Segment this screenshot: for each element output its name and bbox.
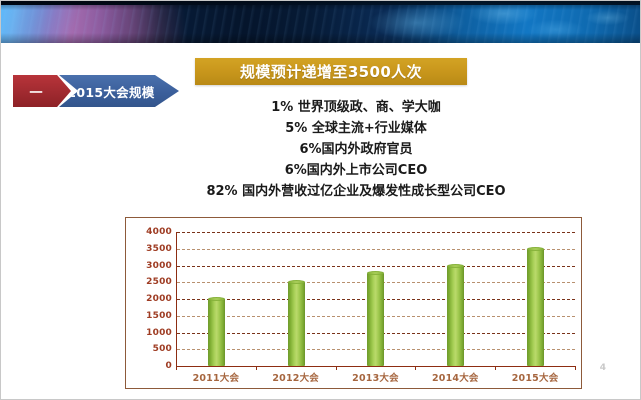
header-banner — [1, 1, 640, 43]
chevron-section-number-label: 一 — [29, 85, 43, 101]
chart-y-tick-label: 1500 — [146, 310, 172, 321]
chart-bar-slot — [261, 232, 333, 366]
chart-x-axis-labels: 2011大会 2012大会 2013大会 2014大会 2015大会 — [176, 370, 575, 384]
chart-x-tick — [335, 366, 337, 370]
chart-bar — [526, 246, 544, 366]
chevron-section-title[interactable]: 2015大会规模 — [59, 75, 179, 107]
chart-gridline — [177, 232, 575, 233]
chart-bar — [447, 263, 465, 366]
banner-vignette — [1, 1, 640, 43]
chart-y-tick-label: 500 — [152, 344, 172, 355]
list-item: 5% 全球主流+行业媒体 — [285, 121, 427, 136]
chart-bar — [367, 270, 385, 366]
chart-x-axis-ticks — [176, 366, 576, 370]
chart-y-tick-label: 0 — [165, 361, 172, 371]
chart-x-tick — [495, 366, 497, 370]
chart-x-tick-label: 2015大会 — [511, 373, 559, 384]
chart-x-tick — [575, 366, 576, 370]
list-item: 6%国内外政府官员 — [299, 142, 413, 157]
chart-y-tick-label: 3000 — [146, 260, 172, 271]
headline-text: 规模预计递增至3500人次 — [240, 63, 422, 81]
audience-breakdown-list: 1% 世界顶级政、商、学大咖 5% 全球主流+行业媒体 6%国内外政府官员 6%… — [121, 97, 591, 202]
chart-y-tick-label: 2000 — [146, 294, 172, 304]
chart-plot-area — [176, 232, 575, 367]
list-item: 1% 世界顶级政、商、学大咖 — [271, 100, 441, 115]
chart-bar-slot — [499, 232, 571, 366]
chart-x-tick-label: 2014大会 — [431, 373, 479, 384]
chart-gridline — [177, 248, 575, 250]
chevron-section-number[interactable]: 一 — [13, 75, 71, 107]
chart-x-tick-label: 2012大会 — [272, 373, 319, 384]
chart-y-tick-label: 3500 — [146, 243, 172, 254]
chart-x-tick — [176, 366, 177, 370]
chevron-section-title-label: 2015大会规模 — [67, 84, 155, 100]
chart-x-tick — [255, 366, 257, 370]
chart-y-tick-label: 2500 — [146, 277, 172, 288]
chart-bar — [208, 297, 226, 366]
banner-top-edge — [1, 1, 640, 5]
chart-bar-slot — [181, 232, 253, 366]
chart-bar-series — [177, 232, 575, 366]
chart-y-axis-labels: 0 500 1000 1500 2000 2500 3000 3500 4000 — [130, 227, 172, 371]
chart-y-tick-label: 4000 — [146, 227, 172, 237]
chart-x-tick — [415, 366, 417, 370]
list-item: 82% 国内外营收过亿企业及爆发性成长型公司CEO — [206, 184, 506, 199]
banner-streaks-decoration — [1, 1, 640, 43]
chart-x-tick-label: 2011大会 — [192, 373, 240, 384]
chart-bar-slot — [340, 232, 412, 366]
page-number: 4 — [599, 363, 606, 373]
chart-x-tick-label: 2013大会 — [352, 373, 399, 384]
chart-bar — [287, 280, 305, 366]
list-item: 6%国内外上市公司CEO — [284, 163, 428, 178]
chart-bar-slot — [420, 232, 492, 366]
banner-world-map-decoration — [353, 1, 640, 43]
chart-y-tick-label: 1000 — [146, 327, 172, 338]
attendance-bar-chart: 0 500 1000 1500 2000 2500 3000 3500 4000 2011大会 2… — [125, 217, 582, 389]
headline-banner: 规模预计递增至3500人次 — [195, 58, 467, 85]
section-chevron-group: 一 2015大会规模 — [13, 75, 179, 107]
chart-gridline — [177, 265, 575, 267]
banner-light-rays-decoration — [1, 1, 640, 43]
